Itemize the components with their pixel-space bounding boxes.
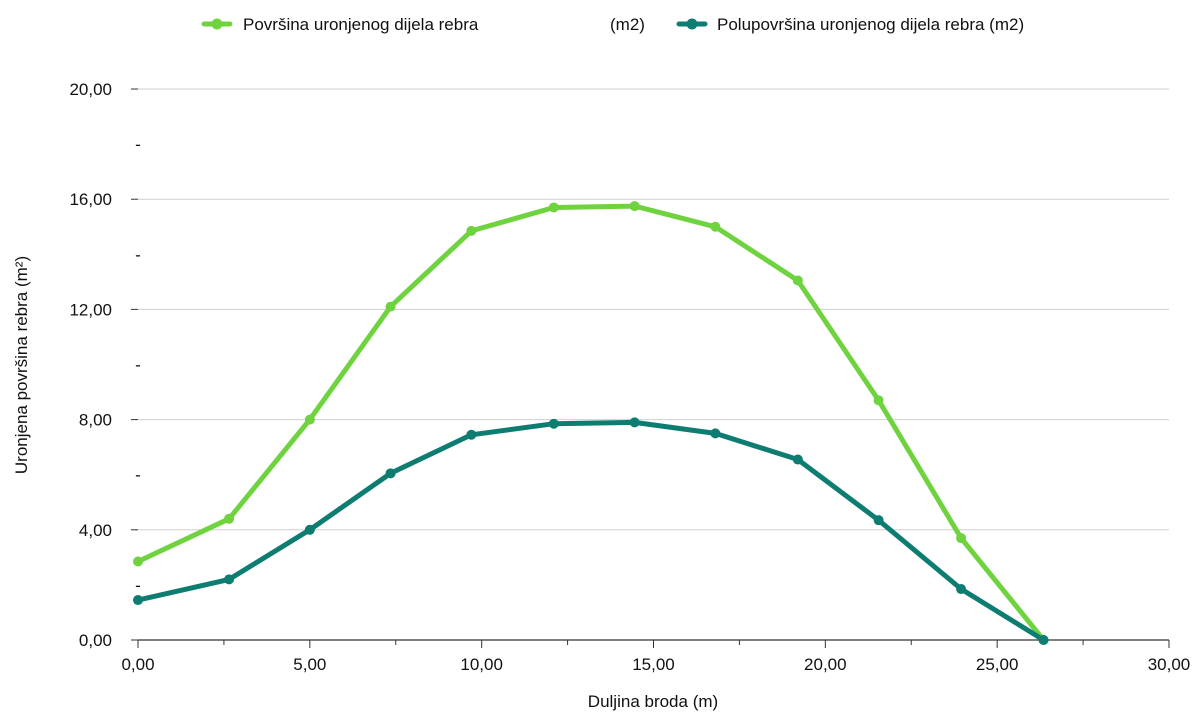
legend-label-suffix-series-1: (m2) bbox=[610, 15, 645, 34]
data-point-series-1 bbox=[792, 275, 803, 286]
data-point-series-1 bbox=[873, 395, 884, 406]
series-line-2 bbox=[135, 419, 1047, 643]
legend-swatch-marker-series-1 bbox=[211, 18, 223, 30]
legend-swatch-marker-series-2 bbox=[686, 18, 698, 30]
y-minor-tick-label: - bbox=[135, 245, 141, 264]
x-tick-label: 20,00 bbox=[804, 655, 847, 674]
data-point-series-1 bbox=[710, 221, 721, 232]
data-point-series-2 bbox=[304, 524, 315, 535]
y-tick-label: 4,00 bbox=[79, 521, 112, 540]
y-minor-tick-label: - bbox=[135, 466, 141, 485]
data-point-series-2 bbox=[548, 418, 559, 429]
x-tick-label: 15,00 bbox=[632, 655, 675, 674]
x-tick-label: 10,00 bbox=[460, 655, 503, 674]
series-points bbox=[133, 201, 1049, 645]
data-point-series-2 bbox=[792, 454, 803, 465]
data-point-series-1 bbox=[304, 414, 315, 425]
data-point-series-2 bbox=[385, 468, 396, 479]
x-tick-label: 0,00 bbox=[121, 655, 154, 674]
y-tick-label: 8,00 bbox=[79, 411, 112, 430]
y-minor-tick-label: - bbox=[135, 576, 141, 595]
axes bbox=[131, 88, 1170, 648]
data-point-series-1 bbox=[385, 301, 396, 312]
data-point-series-1 bbox=[133, 556, 143, 567]
y-axis-title: Uronjena površina rebra (m²) bbox=[12, 256, 31, 474]
data-point-series-2 bbox=[873, 515, 884, 526]
data-point-series-1 bbox=[629, 201, 640, 212]
data-point-series-1 bbox=[548, 202, 559, 213]
y-tick-label: 12,00 bbox=[69, 300, 112, 319]
legend-label-series-1: Površina uronjenog dijela rebra bbox=[243, 15, 479, 34]
data-point-series-2 bbox=[1038, 635, 1049, 645]
data-point-series-1 bbox=[224, 513, 235, 524]
x-tick-label: 25,00 bbox=[976, 655, 1019, 674]
data-point-series-2 bbox=[224, 574, 235, 585]
y-tick-label: 20,00 bbox=[69, 80, 112, 99]
series-line-1 bbox=[135, 203, 1047, 643]
data-point-series-2 bbox=[133, 595, 143, 606]
y-tick-label: 0,00 bbox=[79, 631, 112, 650]
gridlines bbox=[138, 88, 1169, 531]
data-point-series-2 bbox=[466, 429, 477, 440]
legend-item-series-1[interactable]: Površina uronjenog dijela rebra (m2) bbox=[201, 15, 645, 34]
y-tick-label: 16,00 bbox=[69, 190, 112, 209]
data-point-series-2 bbox=[710, 428, 721, 439]
data-point-series-2 bbox=[629, 417, 640, 428]
series-lines bbox=[135, 203, 1047, 643]
legend-item-series-2[interactable]: Polupovršina uronjenog dijela rebra (m2) bbox=[676, 15, 1024, 34]
data-point-series-2 bbox=[956, 584, 967, 595]
data-point-series-1 bbox=[956, 533, 967, 544]
y-minor-tick-label: - bbox=[135, 356, 141, 375]
data-point-series-1 bbox=[466, 225, 477, 236]
legend: Površina uronjenog dijela rebra (m2) Pol… bbox=[201, 15, 1024, 34]
y-axis-tick-labels: 0,00 4,00 8,00 12,00 16,00 20,00 - - - - - bbox=[69, 80, 140, 650]
x-tick-label: 5,00 bbox=[293, 655, 326, 674]
x-tick-label: 30,00 bbox=[1148, 655, 1191, 674]
x-axis-tick-labels: 0,00 5,00 10,00 15,00 20,00 25,00 30,00 bbox=[121, 655, 1190, 674]
y-minor-tick-label: - bbox=[135, 135, 141, 154]
legend-label-series-2: Polupovršina uronjenog dijela rebra (m2) bbox=[717, 15, 1024, 34]
x-axis-title: Duljina broda (m) bbox=[588, 692, 718, 711]
